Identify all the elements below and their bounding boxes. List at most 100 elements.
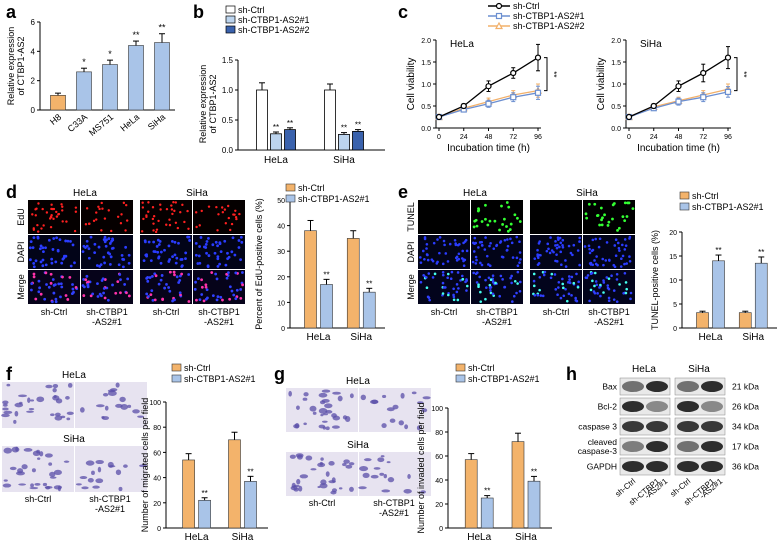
cell-dot — [456, 243, 460, 247]
cell-dot — [198, 261, 202, 265]
cell-dot — [519, 258, 522, 261]
y-axis-label: Cell viability — [596, 58, 607, 111]
cell-dot — [628, 237, 631, 240]
cell-blob — [118, 486, 123, 492]
cell-dot — [442, 239, 446, 243]
cell-dot — [536, 256, 540, 260]
cell-dot — [149, 259, 153, 263]
cell-dot — [564, 259, 567, 262]
cell-dot — [119, 278, 122, 282]
y-tick-label: 1.5 — [611, 60, 621, 67]
cell-dot — [238, 212, 241, 216]
cell-blob — [95, 404, 105, 408]
cell-dot — [44, 246, 47, 250]
cell-blob — [325, 471, 330, 477]
cell-dot — [216, 264, 220, 268]
size-label: 21 kDa — [732, 382, 759, 392]
cell-dot — [104, 244, 108, 248]
cell-blob — [36, 396, 45, 403]
y-tick-label: 0 — [31, 106, 36, 115]
y-tick-label: 100 — [431, 406, 443, 413]
cell-dot — [93, 251, 97, 255]
cell-dot — [187, 300, 191, 303]
marker-circle — [495, 2, 503, 10]
cell-dot — [125, 219, 129, 222]
y-tick-label: 20 — [153, 501, 161, 508]
cell-dot — [234, 215, 238, 219]
y-axis-label: Percent of EdU-positive cells (%) — [254, 198, 264, 330]
cell-blob — [28, 407, 35, 411]
cell-dot — [198, 245, 201, 248]
cell-dot — [423, 257, 426, 261]
cell-dot — [578, 240, 581, 243]
cell-dot — [32, 262, 36, 265]
cell-dot — [480, 240, 484, 244]
cell-dot — [593, 259, 596, 262]
cell-dot — [539, 294, 543, 297]
cell-dot — [100, 279, 104, 282]
cell-dot — [567, 275, 571, 278]
significance-bracket — [734, 57, 738, 92]
cell-dot — [151, 298, 155, 302]
cell-blob — [42, 482, 48, 487]
cell-dot — [452, 298, 456, 302]
cell-blob — [66, 417, 71, 421]
cell-blob — [2, 400, 9, 405]
cell-dot — [599, 294, 602, 298]
cell-dot — [548, 251, 552, 255]
cell-dot — [200, 209, 203, 213]
protein-label: caspase-3 — [578, 446, 617, 456]
cell-blob — [289, 454, 296, 459]
cell-dot — [153, 298, 157, 302]
cell-dot — [455, 290, 459, 294]
cell-blob — [342, 462, 347, 467]
cell-dot — [554, 259, 557, 263]
cell-dot — [619, 265, 623, 268]
cell-dot — [206, 265, 210, 269]
cell-blob — [26, 410, 35, 413]
cell-dot — [473, 242, 476, 245]
cell-dot — [97, 205, 100, 208]
legend-swatch — [225, 25, 236, 34]
cell-dot — [174, 221, 178, 225]
cell-dot — [31, 213, 34, 216]
cell-dot — [465, 289, 468, 292]
cell-dot — [601, 257, 605, 261]
cell-dot — [545, 249, 549, 253]
cell-dot — [151, 206, 155, 209]
cell-dot — [465, 278, 468, 281]
cell-dot — [51, 207, 54, 211]
cell-blob — [85, 460, 95, 466]
cell-dot — [111, 283, 114, 287]
cell-dot — [618, 249, 621, 252]
x-tick-label: 48 — [675, 134, 683, 141]
cell-dot — [623, 219, 627, 223]
cell-dot — [51, 278, 55, 281]
cell-blob — [411, 391, 417, 395]
cell-blob — [39, 451, 44, 457]
cell-blob — [91, 470, 95, 475]
cell-dot — [239, 288, 243, 291]
cell-dot — [63, 254, 66, 258]
cell-blob — [382, 394, 387, 398]
cell-dot — [589, 263, 593, 266]
cell-dot — [477, 285, 480, 288]
cell-dot — [45, 283, 48, 286]
cell-dot — [623, 262, 626, 266]
cell-dot — [42, 250, 45, 254]
cell-dot — [625, 215, 629, 218]
micrograph — [471, 235, 523, 269]
cell-blob — [67, 382, 73, 388]
cell-dot — [50, 203, 53, 206]
cell-dot — [214, 272, 218, 276]
cell-dot — [152, 240, 156, 244]
cell-dot — [456, 271, 460, 274]
bar — [738, 312, 752, 329]
legend-swatch — [171, 374, 182, 383]
cell-dot — [177, 241, 180, 245]
cell-dot — [160, 274, 164, 277]
cell-dot — [515, 291, 518, 295]
cell-dot — [197, 277, 200, 281]
